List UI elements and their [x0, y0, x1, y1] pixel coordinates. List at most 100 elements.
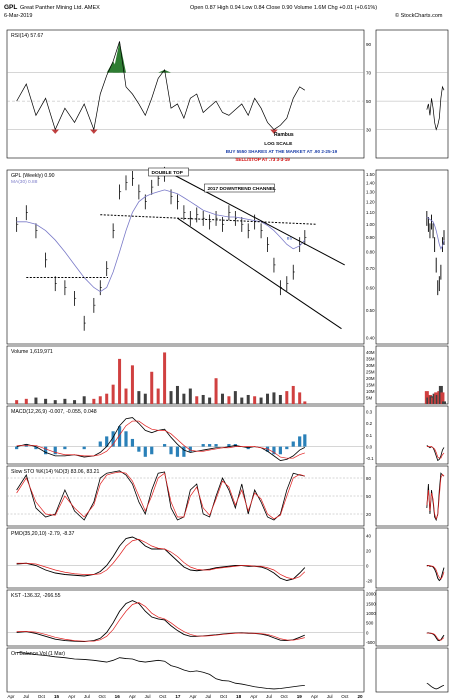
volume-bar: [137, 391, 141, 404]
volume-bar: [92, 398, 96, 404]
macd-histogram-bar: [278, 446, 282, 455]
obv-x-axis-label: Apr: [311, 694, 319, 699]
obv-x-axis-label: 17: [175, 694, 181, 699]
macd-signal-line: [16, 420, 305, 459]
price-tick-1: 1.40: [366, 180, 375, 185]
obv-panel-frame: [6, 647, 365, 693]
macd-histogram-bar: [63, 446, 67, 450]
volume-bar: [233, 391, 237, 404]
macd-histogram-bar: [137, 446, 141, 452]
price-tick-8: 0.70: [366, 266, 375, 271]
pmo-tick-2: 0: [366, 563, 369, 568]
price-tick-5: 1.00: [366, 222, 375, 227]
price-tick-0: 1.50: [366, 172, 375, 177]
double-top-label: DOUBLE TOP: [152, 170, 184, 176]
volume-bar: [98, 396, 102, 404]
volume-bar: [124, 388, 128, 404]
volume-panel-side-frame: [375, 345, 449, 405]
rsi-oversold-area: [270, 129, 278, 134]
volume-bar: [24, 398, 28, 404]
obv-x-axis-label: 18: [236, 694, 242, 699]
pmo-tick-3: -20: [366, 578, 373, 583]
stoch-tick-0: 80: [366, 476, 371, 481]
obv-x-axis-label: Jul: [327, 694, 333, 699]
volume-bar: [303, 401, 307, 404]
obv-x-axis-label: Oct: [341, 694, 349, 699]
macd-histogram-bar: [175, 446, 180, 457]
channel-upper-line: [164, 169, 345, 266]
obv-x-axis-label: Apr: [190, 694, 198, 699]
price-tick-3: 1.20: [366, 199, 375, 204]
pmo-panel-side-frame: [375, 527, 449, 589]
volume-bar: [278, 394, 282, 404]
pmo-signal-line-side: [426, 565, 445, 580]
macd-histogram-bar: [272, 446, 276, 455]
volume-bar: [291, 385, 295, 404]
obv-line-side: [426, 682, 445, 690]
rsi-oversold-area: [51, 129, 60, 134]
volume-bar: [195, 396, 199, 404]
stoch-d-line: [16, 471, 305, 520]
macd-histogram-bar: [143, 446, 147, 457]
price-tick-4: 1.10: [366, 210, 375, 215]
price-tick-11: 0.40: [366, 335, 375, 340]
macd-tick-1: 0.2: [366, 421, 373, 426]
kst-tick-3: 500: [366, 621, 374, 626]
buy-note: BUY 5550 SHARES AT THE MARKET AT .90 2-2…: [226, 149, 338, 154]
pmo-tick-1: 20: [366, 548, 371, 553]
macd-histogram-bar: [291, 441, 295, 447]
macd-histogram-bar: [130, 438, 135, 447]
volume-bar: [208, 397, 212, 404]
price-tick-2: 1.30: [366, 190, 375, 195]
volume-bar: [266, 393, 270, 404]
macd-histogram-bar: [303, 434, 307, 447]
macd-histogram-bar: [53, 446, 57, 455]
macd-signal-line-side: [426, 446, 445, 459]
volume-tick-1: 35M: [366, 357, 375, 362]
kst-tick-4: 0: [366, 630, 369, 635]
kst-label: KST -136.32, -266.55: [11, 593, 61, 599]
volume-bar: [214, 378, 218, 404]
ticker-symbol: GPL: [4, 4, 18, 11]
obv-x-axis-label: Jul: [266, 694, 272, 699]
volume-bar: [130, 365, 134, 404]
obv-x-axis-label: Jul: [84, 694, 90, 699]
obv-x-axis-label: Jul: [145, 694, 151, 699]
volume-bar: [253, 396, 257, 404]
volume-bar: [227, 396, 231, 404]
kst-signal-line: [16, 602, 305, 642]
chart-date: 6-Mar-2019: [4, 13, 33, 19]
price-tick-7: 0.80: [366, 250, 375, 255]
volume-bar: [259, 397, 263, 404]
neckline: [100, 214, 316, 225]
quote-line: Open 0.87 High 0.94 Low 0.84 Close 0.90 …: [190, 5, 378, 11]
pmo-panel-frame: [6, 527, 365, 589]
macd-histogram-bar: [169, 446, 173, 455]
macd-histogram-bar: [117, 426, 122, 447]
obv-label: On Balance Vol (1 Mar): [11, 651, 65, 657]
macd-histogram-bar: [182, 446, 186, 457]
stop-note: SELL/STOP AT .73 3-3-19: [235, 157, 290, 162]
rsi-side-line: [426, 85, 445, 131]
macd-histogram-bar: [150, 446, 154, 455]
rsi-tick-1: 70: [366, 70, 372, 75]
rsi-tick-0: 90: [366, 42, 372, 47]
channel-box: [204, 183, 275, 193]
pmo-line-side: [426, 565, 445, 582]
volume-panel-frame: [6, 345, 365, 405]
side-volume-bar: [440, 392, 445, 404]
stoch-label: Slow STO %K(14) %D(3) 83.06, 83.21: [11, 469, 100, 475]
volume-bar: [44, 398, 48, 404]
macd-histogram-bar: [124, 431, 128, 447]
channel-label: 2017 DOWNTREND CHANNEL: [207, 186, 276, 192]
macd-line-side: [426, 445, 445, 462]
volume-bar: [188, 388, 192, 404]
rsi-oversold-area: [89, 129, 98, 134]
kst-tick-1: 1500: [366, 601, 376, 606]
macd-histogram-bar: [298, 436, 302, 447]
volume-bar: [272, 392, 276, 404]
bs-label: BS: [287, 235, 293, 240]
obv-x-axis-label: Oct: [38, 694, 46, 699]
rsi-panel-side-frame: [375, 29, 449, 159]
